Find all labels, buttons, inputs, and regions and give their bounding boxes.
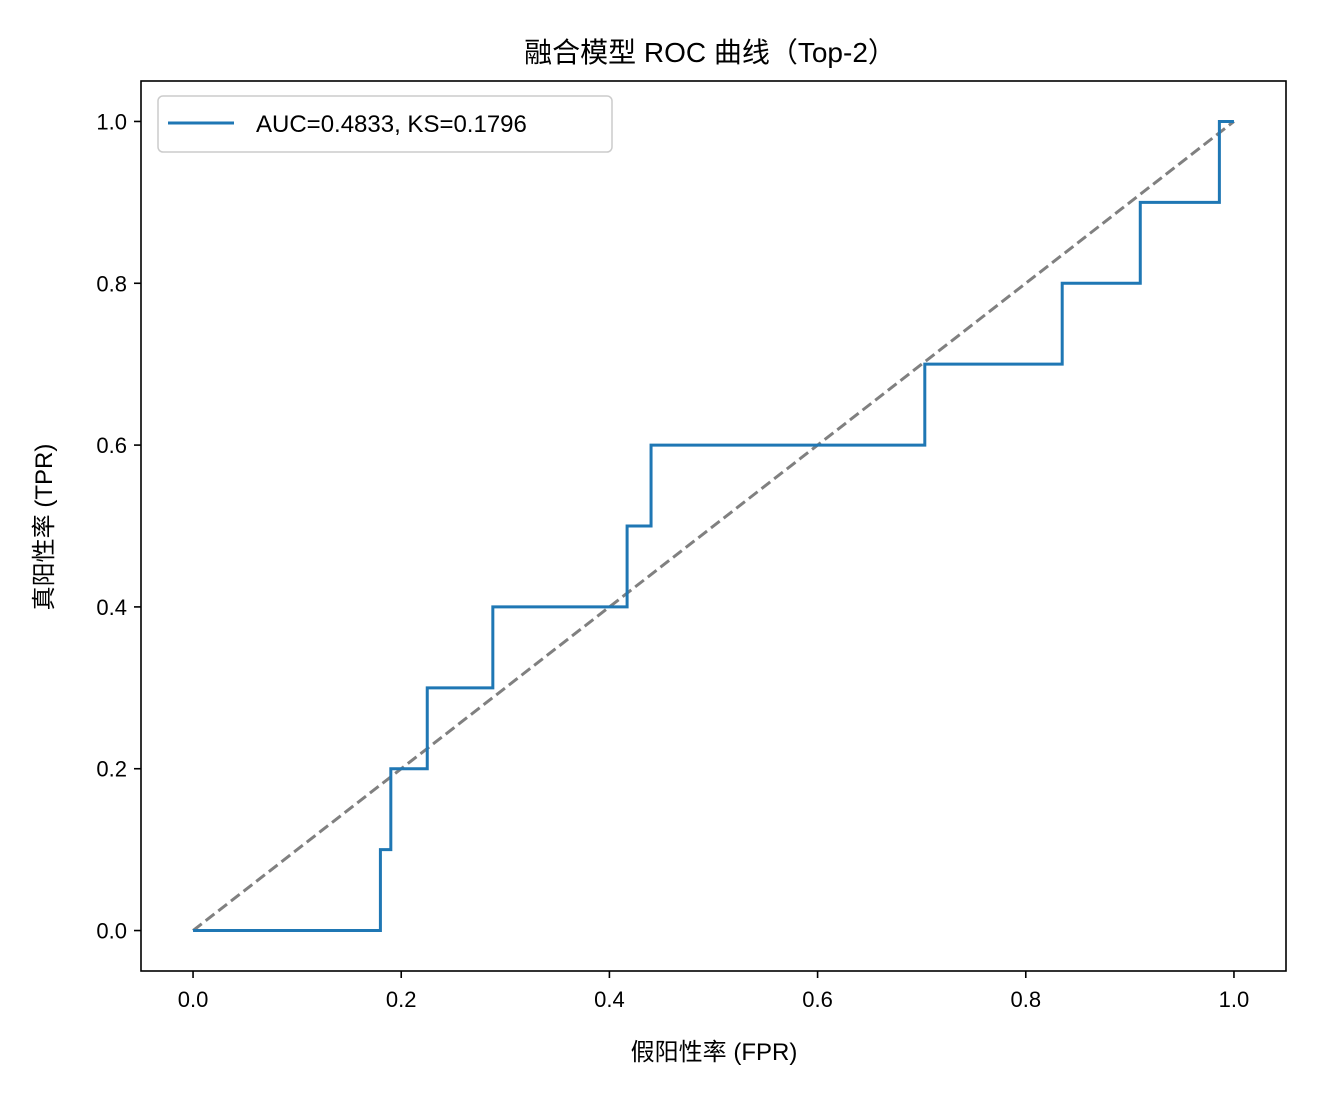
y-axis-label: 真阳性率 (TPR) — [31, 444, 58, 611]
y-tick-label: 0.6 — [96, 433, 127, 458]
roc-curve-line — [193, 119, 1234, 933]
x-tick-label: 0.6 — [802, 987, 833, 1012]
axes: 0.0 0.2 0.4 0.6 0.8 1.0 0.0 0.2 0.4 0.6 0.8 1.0 — [96, 80, 1287, 1012]
x-tick-label: 0.2 — [386, 987, 417, 1012]
y-tick-label: 0.4 — [96, 595, 127, 620]
y-tick-label: 0.8 — [96, 271, 127, 296]
legend-label: AUC=0.4833, KS=0.1796 — [256, 111, 527, 138]
legend-box — [157, 95, 613, 153]
x-axis-label: 假阳性率 (FPR) — [631, 1039, 798, 1066]
plot-area — [192, 119, 1235, 933]
chart-title: 融合模型 ROC 曲线（Top-2） — [524, 37, 896, 68]
y-tick-label: 1.0 — [96, 109, 127, 134]
x-tick-label: 0.4 — [594, 987, 625, 1012]
x-tick-label: 0.8 — [1010, 987, 1041, 1012]
chance-diagonal-line — [192, 120, 1235, 932]
y-tick-label: 0.0 — [96, 919, 127, 944]
plot-frame — [140, 80, 1287, 972]
x-tick-label: 1.0 — [1219, 987, 1250, 1012]
legend: AUC=0.4833, KS=0.1796 — [157, 95, 613, 153]
x-tick-label: 0.0 — [178, 987, 209, 1012]
y-tick-label: 0.2 — [96, 757, 127, 782]
